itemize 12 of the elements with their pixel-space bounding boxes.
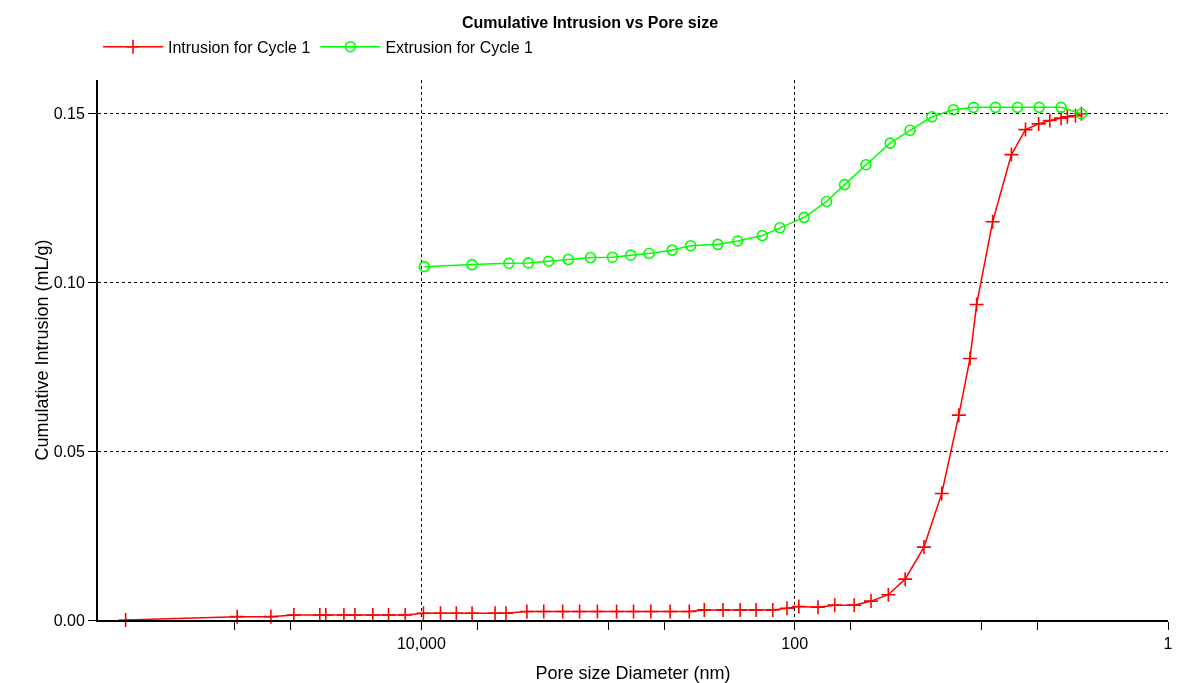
y-tick-label: 0.15: [53, 105, 85, 123]
x-tick-label: 100: [781, 635, 809, 653]
y-tick-label: 0.05: [53, 442, 85, 460]
y-axis-title: Cumulative Intrusion (mL/g): [31, 239, 52, 461]
y-tick-label: 0.10: [53, 274, 85, 292]
x-tick-label: 10,000: [396, 635, 446, 653]
x-tick-label: 1: [1163, 635, 1173, 653]
legend-label: Intrusion for Cycle 1: [168, 38, 311, 56]
x-axis-title: Pore size Diameter (nm): [535, 663, 731, 683]
y-tick-label: 0.00: [53, 611, 85, 629]
legend-label: Extrusion for Cycle 1: [385, 38, 534, 56]
chart-title: Cumulative Intrusion vs Pore size: [461, 14, 719, 32]
